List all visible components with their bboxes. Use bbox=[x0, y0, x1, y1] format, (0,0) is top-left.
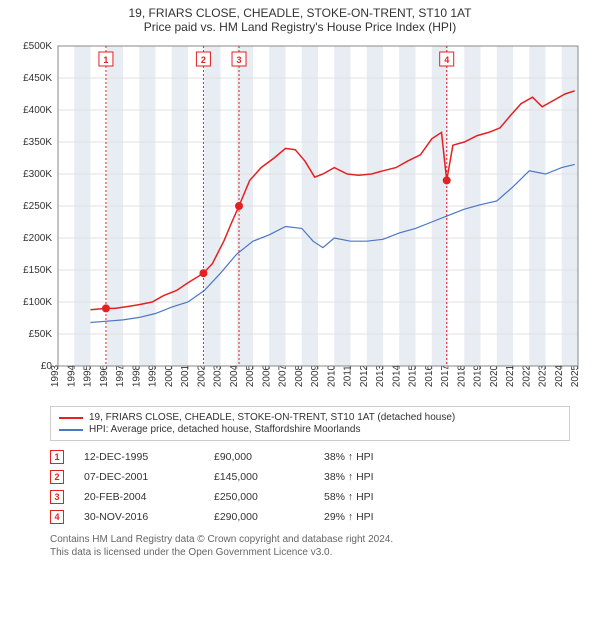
svg-text:£150K: £150K bbox=[23, 265, 52, 276]
footer-line2: This data is licensed under the Open Gov… bbox=[50, 546, 580, 559]
txn-diff: 58% ↑ HPI bbox=[324, 491, 434, 503]
transactions-table: 1 12-DEC-1995 £90,000 38% ↑ HPI 2 07-DEC… bbox=[50, 447, 570, 527]
chart-area: £0£50K£100K£150K£200K£250K£300K£350K£400… bbox=[10, 38, 590, 398]
svg-text:2007: 2007 bbox=[278, 364, 289, 387]
txn-marker-icon: 2 bbox=[50, 470, 64, 484]
svg-text:2011: 2011 bbox=[343, 365, 354, 387]
svg-text:2001: 2001 bbox=[180, 364, 191, 387]
svg-text:1998: 1998 bbox=[131, 364, 142, 387]
svg-text:£250K: £250K bbox=[23, 201, 52, 212]
svg-text:1996: 1996 bbox=[99, 364, 110, 387]
txn-date: 12-DEC-1995 bbox=[84, 451, 214, 463]
svg-text:2: 2 bbox=[201, 55, 206, 65]
svg-text:1997: 1997 bbox=[115, 364, 126, 387]
title-subtitle: Price paid vs. HM Land Registry's House … bbox=[10, 20, 590, 34]
svg-text:2003: 2003 bbox=[213, 364, 224, 387]
txn-date: 30-NOV-2016 bbox=[84, 511, 214, 523]
svg-text:1: 1 bbox=[103, 55, 108, 65]
svg-text:£450K: £450K bbox=[23, 73, 52, 84]
txn-diff: 38% ↑ HPI bbox=[324, 471, 434, 483]
table-row: 3 20-FEB-2004 £250,000 58% ↑ HPI bbox=[50, 487, 570, 507]
txn-diff: 29% ↑ HPI bbox=[324, 511, 434, 523]
chart-svg: £0£50K£100K£150K£200K£250K£300K£350K£400… bbox=[10, 38, 590, 398]
svg-text:2020: 2020 bbox=[489, 364, 500, 387]
table-row: 4 30-NOV-2016 £290,000 29% ↑ HPI bbox=[50, 507, 570, 527]
legend-swatch-red bbox=[59, 417, 83, 419]
svg-text:2002: 2002 bbox=[196, 364, 207, 387]
footer-attribution: Contains HM Land Registry data © Crown c… bbox=[50, 533, 580, 559]
svg-text:2010: 2010 bbox=[326, 364, 337, 387]
legend-box: 19, FRIARS CLOSE, CHEADLE, STOKE-ON-TREN… bbox=[50, 406, 570, 441]
legend-label: 19, FRIARS CLOSE, CHEADLE, STOKE-ON-TREN… bbox=[89, 412, 455, 423]
svg-text:£350K: £350K bbox=[23, 137, 52, 148]
title-block: 19, FRIARS CLOSE, CHEADLE, STOKE-ON-TREN… bbox=[10, 6, 590, 34]
legend-swatch-blue bbox=[59, 429, 83, 431]
footer-line1: Contains HM Land Registry data © Crown c… bbox=[50, 533, 580, 546]
txn-marker-icon: 1 bbox=[50, 450, 64, 464]
legend-label: HPI: Average price, detached house, Staf… bbox=[89, 424, 360, 435]
legend-item: HPI: Average price, detached house, Staf… bbox=[59, 424, 561, 435]
table-row: 1 12-DEC-1995 £90,000 38% ↑ HPI bbox=[50, 447, 570, 467]
svg-text:2006: 2006 bbox=[261, 364, 272, 387]
svg-text:2004: 2004 bbox=[229, 364, 240, 387]
svg-text:2025: 2025 bbox=[570, 364, 581, 387]
svg-text:1995: 1995 bbox=[83, 364, 94, 387]
txn-date: 07-DEC-2001 bbox=[84, 471, 214, 483]
svg-text:£500K: £500K bbox=[23, 41, 52, 52]
svg-text:2012: 2012 bbox=[359, 364, 370, 387]
txn-price: £90,000 bbox=[214, 451, 324, 463]
svg-text:2005: 2005 bbox=[245, 364, 256, 387]
page-root: 19, FRIARS CLOSE, CHEADLE, STOKE-ON-TREN… bbox=[0, 0, 600, 565]
txn-date: 20-FEB-2004 bbox=[84, 491, 214, 503]
svg-text:3: 3 bbox=[237, 55, 242, 65]
svg-text:£200K: £200K bbox=[23, 233, 52, 244]
svg-text:2022: 2022 bbox=[521, 364, 532, 387]
legend-item: 19, FRIARS CLOSE, CHEADLE, STOKE-ON-TREN… bbox=[59, 412, 561, 423]
svg-text:£100K: £100K bbox=[23, 297, 52, 308]
svg-text:1999: 1999 bbox=[148, 364, 159, 387]
svg-text:4: 4 bbox=[444, 55, 449, 65]
svg-text:2019: 2019 bbox=[473, 364, 484, 387]
table-row: 2 07-DEC-2001 £145,000 38% ↑ HPI bbox=[50, 467, 570, 487]
svg-text:2023: 2023 bbox=[538, 364, 549, 387]
svg-text:2013: 2013 bbox=[375, 364, 386, 387]
svg-text:2015: 2015 bbox=[408, 364, 419, 387]
txn-price: £250,000 bbox=[214, 491, 324, 503]
txn-marker-icon: 3 bbox=[50, 490, 64, 504]
svg-text:2024: 2024 bbox=[554, 364, 565, 387]
txn-price: £290,000 bbox=[214, 511, 324, 523]
svg-text:2021: 2021 bbox=[505, 364, 516, 387]
svg-text:£50K: £50K bbox=[29, 329, 53, 340]
txn-marker-icon: 4 bbox=[50, 510, 64, 524]
svg-text:2014: 2014 bbox=[391, 364, 402, 387]
txn-diff: 38% ↑ HPI bbox=[324, 451, 434, 463]
txn-price: £145,000 bbox=[214, 471, 324, 483]
svg-text:1993: 1993 bbox=[50, 364, 61, 387]
svg-text:2000: 2000 bbox=[164, 364, 175, 387]
svg-text:2008: 2008 bbox=[294, 364, 305, 387]
title-address: 19, FRIARS CLOSE, CHEADLE, STOKE-ON-TREN… bbox=[10, 6, 590, 20]
svg-text:2016: 2016 bbox=[424, 364, 435, 387]
svg-text:2009: 2009 bbox=[310, 364, 321, 387]
svg-text:£400K: £400K bbox=[23, 105, 52, 116]
svg-text:£300K: £300K bbox=[23, 169, 52, 180]
svg-text:2018: 2018 bbox=[456, 364, 467, 387]
svg-text:1994: 1994 bbox=[66, 364, 77, 387]
svg-text:2017: 2017 bbox=[440, 364, 451, 387]
